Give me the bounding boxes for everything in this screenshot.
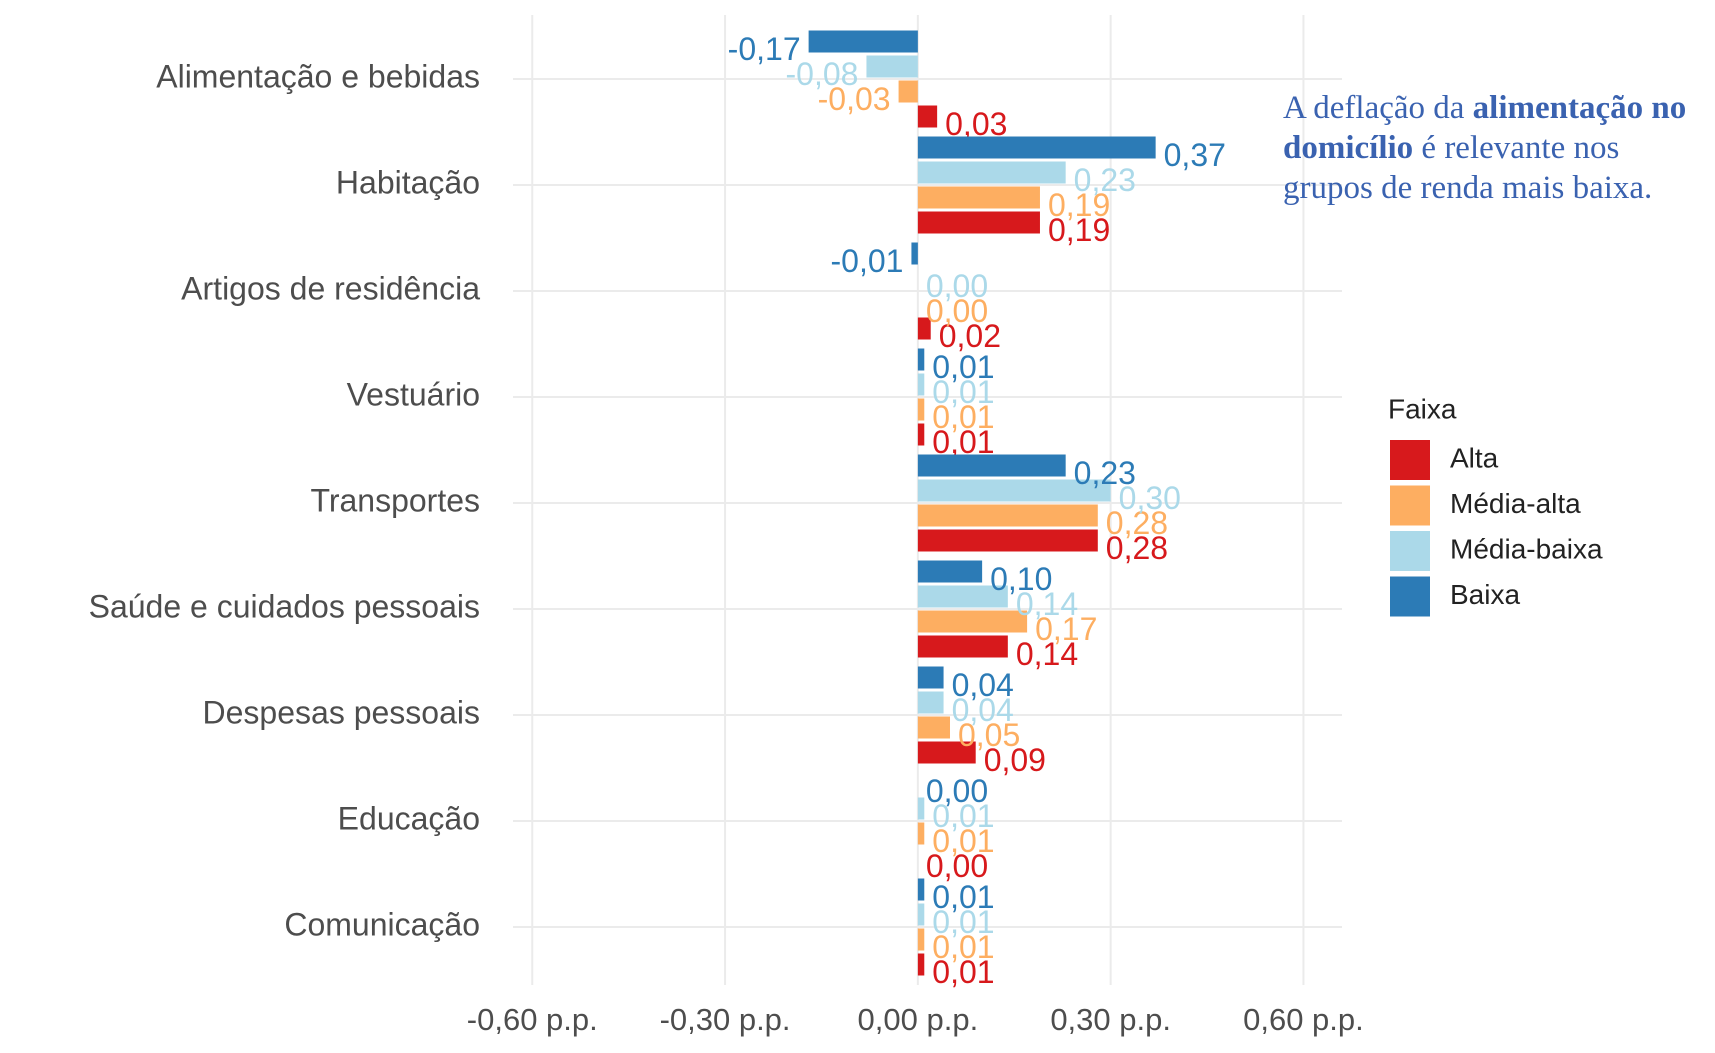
value-label: -0,03 [818, 81, 891, 117]
value-label: 0,01 [932, 349, 994, 385]
y-tick-label: Despesas pessoais [203, 694, 480, 730]
x-tick-label: 0,60 p.p. [1243, 1002, 1364, 1037]
bar [917, 105, 938, 128]
value-label: -0,01 [830, 243, 903, 279]
value-label: 0,23 [1074, 455, 1136, 491]
bar [917, 348, 925, 371]
value-label: 0,00 [926, 293, 988, 329]
legend-swatch [1390, 485, 1430, 526]
annotation-text: A deflação da [1283, 90, 1473, 126]
y-tick-label: Comunicação [284, 906, 480, 942]
bar [917, 797, 925, 820]
bar [917, 454, 1066, 477]
bar [917, 161, 1066, 184]
legend-label: Média-alta [1450, 488, 1581, 519]
value-label: 0,09 [984, 742, 1046, 778]
value-label: 0,00 [926, 848, 988, 884]
value-label: 0,19 [1048, 212, 1110, 248]
bar [917, 635, 1008, 658]
y-tick-label: Vestuário [347, 376, 480, 412]
value-label: 0,37 [1164, 137, 1226, 173]
bar [917, 878, 925, 901]
bar [917, 479, 1111, 502]
bar [911, 242, 918, 265]
bar [917, 423, 925, 446]
bar [917, 666, 944, 689]
annotation: A deflação da alimentação no domicílio é… [1283, 88, 1713, 208]
value-label: 0,00 [926, 773, 988, 809]
value-label: 0,30 [1119, 480, 1181, 516]
bar [917, 691, 944, 714]
bar [917, 136, 1156, 159]
x-tick-label: -0,60 p.p. [467, 1002, 598, 1037]
bar [917, 928, 925, 951]
legend-swatch [1390, 440, 1430, 480]
value-label: 0,01 [932, 823, 994, 859]
bar [917, 317, 931, 340]
bar [917, 560, 983, 583]
annotation-bold: alimentação no domicílio [1283, 90, 1687, 166]
bar [917, 529, 1098, 552]
y-tick-label: Educação [338, 800, 480, 836]
x-tick-label: 0,00 p.p. [858, 1002, 979, 1037]
bar [917, 822, 925, 845]
legend-title: Faixa [1388, 393, 1457, 424]
value-label: 0,10 [990, 561, 1052, 597]
bar [917, 211, 1040, 234]
y-tick-label: Saúde e cuidados pessoais [89, 588, 480, 624]
bar [917, 741, 976, 764]
legend-swatch [1390, 531, 1430, 571]
value-label: 0,01 [932, 904, 994, 940]
value-label: 0,04 [952, 667, 1014, 703]
legend-swatch [1390, 576, 1430, 617]
bar [898, 80, 918, 103]
y-tick-label: Habitação [336, 164, 480, 200]
value-label: 0,14 [1016, 586, 1078, 622]
value-label: 0,04 [952, 692, 1014, 728]
value-label: 0,01 [932, 954, 994, 990]
legend-label: Baixa [1450, 579, 1520, 610]
value-label: 0,05 [958, 717, 1020, 753]
annotation-text: é relevante nos grupos de renda mais bai… [1283, 130, 1653, 206]
legend-label: Média-baixa [1450, 533, 1603, 564]
value-label: 0,14 [1016, 636, 1078, 672]
bar [917, 585, 1008, 608]
x-tick-label: -0,30 p.p. [660, 1002, 791, 1037]
y-tick-label: Alimentação e bebidas [156, 58, 480, 94]
value-label: 0,01 [932, 929, 994, 965]
y-tick-label: Artigos de residência [181, 270, 480, 306]
value-label: -0,17 [728, 31, 801, 67]
bar [808, 30, 918, 53]
bar [917, 716, 950, 739]
value-label: 0,01 [932, 879, 994, 915]
bar [917, 504, 1098, 527]
value-label: 0,28 [1106, 530, 1168, 566]
bar [866, 55, 918, 78]
legend-label: Alta [1450, 442, 1499, 473]
value-label: 0,02 [939, 318, 1001, 354]
bar [917, 373, 925, 396]
value-label: -0,08 [786, 56, 859, 92]
value-label: 0,23 [1074, 162, 1136, 198]
value-label: 0,01 [932, 374, 994, 410]
value-label: 0,03 [945, 106, 1007, 142]
value-label: 0,01 [932, 798, 994, 834]
bar [917, 610, 1028, 633]
value-label: 0,00 [926, 268, 988, 304]
y-tick-label: Transportes [310, 482, 480, 518]
bar [917, 186, 1040, 209]
value-label: 0,28 [1106, 505, 1168, 541]
bar [917, 903, 925, 926]
value-label: 0,19 [1048, 187, 1110, 223]
bar [917, 953, 925, 976]
value-label: 0,01 [932, 424, 994, 460]
bar [917, 398, 925, 421]
x-tick-label: 0,30 p.p. [1050, 1002, 1171, 1037]
value-label: 0,01 [932, 399, 994, 435]
value-label: 0,17 [1035, 611, 1097, 647]
